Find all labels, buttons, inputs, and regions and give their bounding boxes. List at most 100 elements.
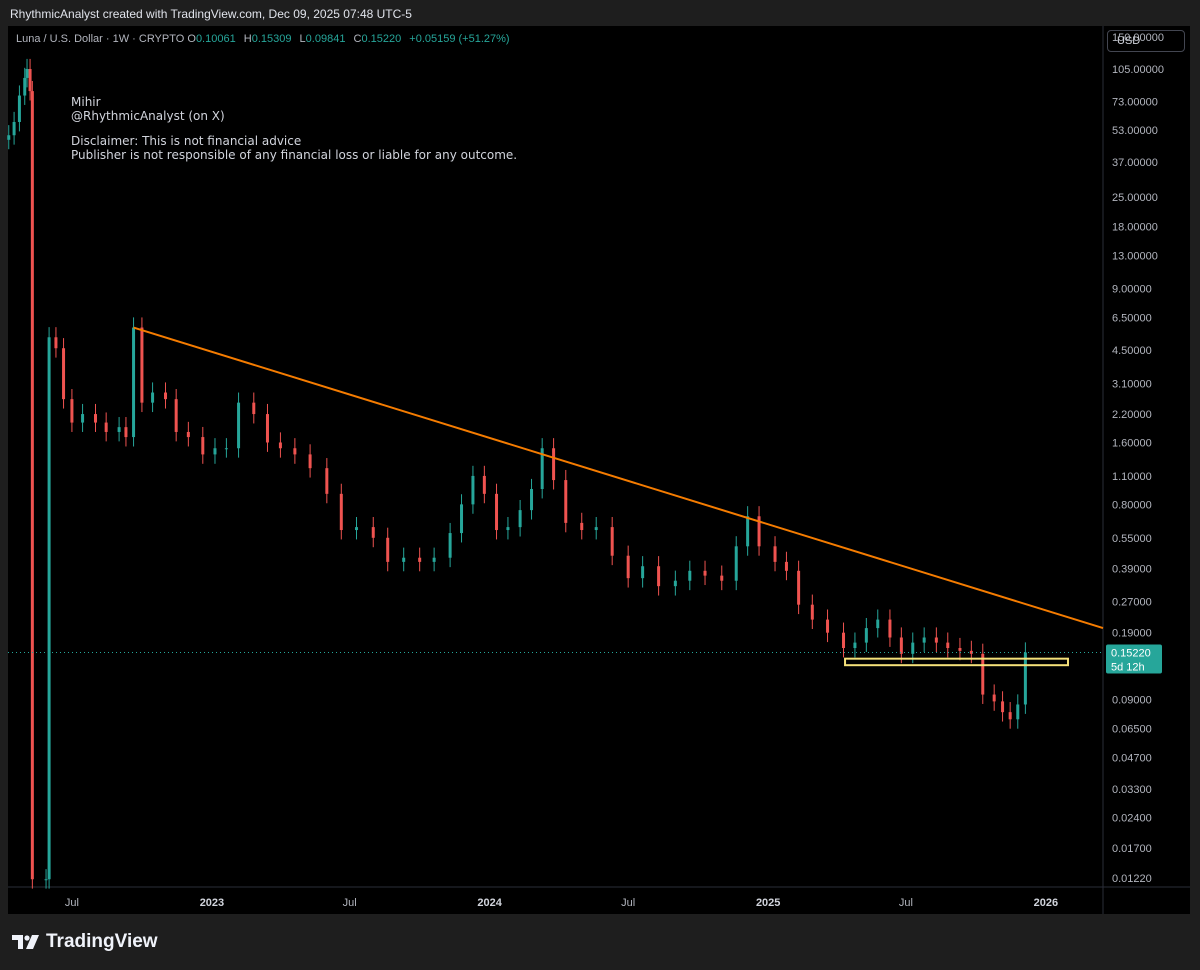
candle-body [471, 475, 475, 505]
candle-body [54, 337, 58, 349]
candle-body [12, 121, 16, 136]
symbol-name: Luna / U.S. Dollar · 1W · CRYPTO [16, 33, 185, 45]
candle-body [734, 546, 738, 581]
price-tick-label: 3.10000 [1112, 378, 1152, 390]
tradingview-brand: TradingView [46, 931, 158, 952]
candle-body [151, 392, 155, 403]
time-tick-label: Jul [65, 897, 79, 909]
candle-body [610, 527, 614, 556]
current-price-label-bg [1106, 644, 1162, 674]
candle-body [934, 637, 938, 643]
candle-body [81, 414, 85, 423]
candle-body [1001, 701, 1005, 713]
candle-body [293, 448, 297, 455]
candle-body [958, 648, 962, 651]
candle-body [355, 527, 359, 531]
candle-body [641, 566, 645, 579]
price-tick-label: 9.00000 [1112, 283, 1152, 295]
candle-body [94, 414, 98, 423]
tradingview-logo-icon [12, 935, 39, 949]
price-tick-label: 73.00000 [1112, 96, 1158, 108]
candle-body [460, 504, 464, 534]
time-tick-label: 2025 [756, 897, 780, 909]
price-tick-label: 0.01220 [1112, 873, 1152, 885]
high-label: H [243, 33, 252, 45]
candle-body [626, 555, 630, 579]
candle-body [969, 650, 973, 654]
candle-body [44, 879, 48, 881]
price-tick-label: 0.02400 [1112, 812, 1152, 824]
candle-body [140, 327, 144, 403]
candle-body [117, 427, 121, 432]
candle-body [201, 437, 205, 455]
price-tick-label: 2.20000 [1112, 409, 1152, 421]
candle-body [386, 537, 390, 562]
candle-body [580, 522, 584, 531]
time-tick-label: Jul [343, 897, 357, 909]
current-price-label: 0.15220 [1111, 647, 1151, 659]
price-tick-label: 0.03300 [1112, 784, 1152, 796]
candle-body [810, 604, 814, 620]
candle-body [213, 448, 217, 455]
note-disclaimer: Disclaimer: This is not financial advice [71, 134, 302, 148]
chart-frame[interactable] [8, 26, 1190, 914]
candle-body [1023, 652, 1027, 705]
candle-body [1016, 704, 1020, 720]
candle-body [47, 337, 51, 880]
note-liability: Publisher is not responsible of any fina… [71, 148, 518, 162]
candle-body [746, 516, 750, 547]
price-tick-label: 0.04700 [1112, 752, 1152, 764]
price-tick-label: 53.00000 [1112, 125, 1158, 137]
price-tick-label: 0.01700 [1112, 843, 1152, 855]
price-tick-label: 18.00000 [1112, 221, 1158, 233]
price-tick-label: 6.50000 [1112, 312, 1152, 324]
note-author: Mihir [71, 95, 101, 109]
price-tick-label: 1.10000 [1112, 471, 1152, 483]
candle-body [30, 91, 34, 880]
candle-body [252, 402, 256, 415]
low-label: L [299, 33, 306, 45]
price-tick-label: 37.00000 [1112, 157, 1158, 169]
price-tick-label: 0.27000 [1112, 596, 1152, 608]
candle-body [7, 135, 11, 140]
candle-body [703, 570, 707, 576]
trendline [133, 326, 1104, 630]
candle-body [308, 454, 312, 469]
price-tick-label: 4.50000 [1112, 345, 1152, 357]
support-zone [844, 657, 1069, 667]
candle-body [540, 448, 544, 490]
candle-body [418, 557, 422, 562]
candle-body [164, 392, 168, 400]
price-tick-label: 0.06500 [1112, 723, 1152, 735]
candle-body [237, 402, 241, 449]
candle-body [70, 399, 74, 423]
candle-body [564, 480, 568, 523]
candle-body [552, 448, 556, 481]
price-tick-label: 150.00000 [1112, 32, 1164, 44]
candle-body [278, 442, 282, 449]
open-value: 0.10061 [195, 33, 236, 45]
time-tick-label: 2026 [1034, 897, 1058, 909]
candle-body [124, 427, 128, 438]
candle-body [482, 475, 486, 494]
candle-body [688, 570, 692, 581]
chart-credit: RhythmicAnalyst created with TradingView… [10, 7, 412, 21]
price-tick-label: 0.55000 [1112, 533, 1152, 545]
currency-button[interactable]: USD [1107, 30, 1185, 52]
candle-body [784, 561, 788, 571]
time-tick-label: 2024 [477, 897, 502, 909]
candle-body [922, 637, 926, 643]
candle-body [864, 628, 868, 643]
note-handle: @RhythmicAnalyst (on X) [71, 109, 225, 123]
bar-countdown: 5d 12h [1111, 661, 1145, 673]
candle-body [992, 694, 996, 702]
price-tick-label: 0.39000 [1112, 563, 1152, 575]
candle-body [104, 422, 108, 432]
candle-body [720, 575, 724, 581]
candle-body [657, 566, 661, 587]
candle-body [25, 69, 29, 78]
candle-body [224, 448, 228, 450]
candle-body [757, 516, 761, 547]
candle-body [826, 619, 830, 633]
